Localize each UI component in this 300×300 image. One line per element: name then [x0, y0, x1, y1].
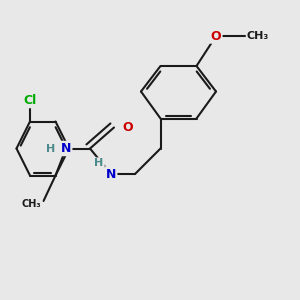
- Text: CH₃: CH₃: [247, 31, 269, 41]
- Text: O: O: [211, 29, 221, 43]
- Text: H: H: [46, 143, 56, 154]
- Text: CH₃: CH₃: [22, 199, 41, 209]
- Text: O: O: [122, 121, 133, 134]
- Text: N: N: [61, 142, 71, 155]
- Text: Cl: Cl: [23, 94, 37, 107]
- Text: N: N: [106, 167, 116, 181]
- Text: H: H: [94, 158, 103, 169]
